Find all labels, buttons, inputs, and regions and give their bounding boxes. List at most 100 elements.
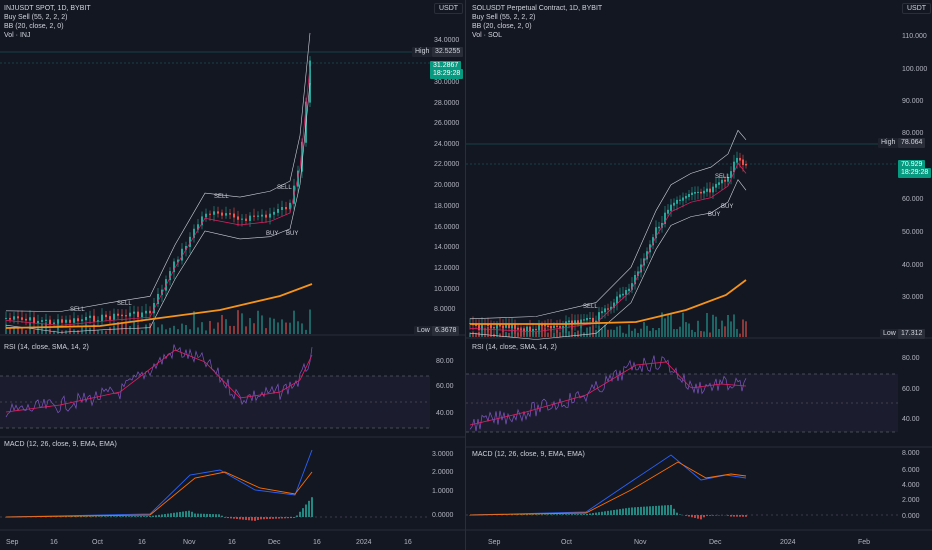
candle-body bbox=[289, 202, 291, 210]
volume-bar bbox=[700, 330, 702, 337]
high-value: 78.064 bbox=[898, 138, 926, 148]
bb-lower-line bbox=[469, 179, 747, 340]
candle-body bbox=[661, 222, 663, 228]
candle-body bbox=[556, 325, 558, 328]
inj-chart-pane[interactable]: INJUSDT SPOT, 1D, BYBIT Buy Sell (55, 2,… bbox=[0, 0, 466, 550]
candle-body bbox=[37, 320, 39, 324]
macd-histogram-bar bbox=[559, 514, 561, 515]
macd-histogram-bar bbox=[670, 504, 672, 515]
currency-unit[interactable]: USDT bbox=[434, 3, 464, 14]
rsi-ma-line bbox=[469, 361, 747, 426]
candle-body bbox=[13, 316, 15, 320]
sol-chart-canvas[interactable] bbox=[466, 0, 932, 550]
time-tick: Dec bbox=[709, 539, 722, 546]
candle-body bbox=[93, 315, 95, 322]
candle-body bbox=[616, 296, 618, 304]
rsi-title[interactable]: RSI (14, close, SMA, 14, 2) bbox=[472, 344, 557, 351]
volume-bar bbox=[619, 325, 621, 337]
volume-bar bbox=[625, 333, 627, 337]
macd-histogram-bar bbox=[302, 508, 304, 517]
macd-histogram-bar bbox=[610, 510, 612, 515]
currency-unit[interactable]: USDT bbox=[902, 3, 932, 14]
rsi-tick: 60.00 bbox=[902, 386, 920, 393]
sol-chart-pane[interactable]: SOLUSDT Perpetual Contract, 1D, BYBIT Bu… bbox=[466, 0, 932, 550]
symbol-title[interactable]: INJUSDT SPOT, 1D, BYBIT bbox=[4, 5, 91, 12]
price-tick: 90.000 bbox=[902, 98, 924, 105]
macd-histogram-bar bbox=[736, 515, 738, 517]
candle-body bbox=[121, 314, 123, 317]
macd-histogram-bar bbox=[269, 517, 271, 519]
volume-bar bbox=[37, 328, 39, 334]
indicator-buysell[interactable]: Buy Sell (55, 2, 2, 2) bbox=[472, 14, 536, 21]
candle-body bbox=[745, 163, 747, 166]
price-tick: 50.000 bbox=[902, 229, 924, 236]
macd-histogram-bar bbox=[137, 516, 139, 517]
volume-bar bbox=[736, 328, 738, 337]
macd-histogram-bar bbox=[224, 517, 226, 518]
volume-bar bbox=[550, 325, 552, 337]
candle-body bbox=[730, 171, 732, 178]
volume-bar bbox=[213, 328, 215, 334]
macd-histogram-bar bbox=[143, 516, 145, 517]
inj-chart-canvas[interactable] bbox=[0, 0, 466, 550]
price-tick: 18.0000 bbox=[434, 203, 460, 210]
indicator-volume[interactable]: Vol · SOL bbox=[472, 32, 502, 39]
volume-bar bbox=[610, 329, 612, 337]
candle-body bbox=[604, 308, 606, 313]
macd-histogram-bar bbox=[155, 515, 157, 517]
volume-bar bbox=[580, 325, 582, 337]
time-tick: 16 bbox=[313, 539, 321, 546]
macd-histogram-bar bbox=[107, 516, 109, 517]
volume-bar bbox=[712, 314, 714, 337]
volume-bar bbox=[105, 330, 107, 334]
volume-bar bbox=[41, 323, 43, 334]
volume-bar bbox=[706, 313, 708, 337]
candle-body bbox=[652, 237, 654, 246]
macd-histogram-bar bbox=[646, 506, 648, 515]
bb-upper-line bbox=[5, 32, 311, 312]
volume-bar bbox=[679, 326, 681, 337]
macd-histogram-bar bbox=[598, 512, 600, 515]
volume-bar bbox=[209, 320, 211, 334]
symbol-title[interactable]: SOLUSDT Perpetual Contract, 1D, BYBIT bbox=[472, 5, 603, 12]
indicator-buysell[interactable]: Buy Sell (55, 2, 2, 2) bbox=[4, 14, 68, 21]
macd-histogram-bar bbox=[706, 515, 708, 516]
candle-body bbox=[574, 320, 576, 325]
volume-bar bbox=[676, 329, 678, 337]
candle-body bbox=[538, 324, 540, 331]
macd-histogram-bar bbox=[571, 514, 573, 515]
candle-body bbox=[205, 213, 207, 218]
volume-bar bbox=[113, 325, 115, 334]
indicator-bb[interactable]: BB (20, close, 2, 0) bbox=[472, 23, 532, 30]
macd-histogram-bar bbox=[712, 515, 714, 516]
candle-body bbox=[526, 326, 528, 332]
candle-body bbox=[285, 207, 287, 210]
indicator-bb[interactable]: BB (20, close, 2, 0) bbox=[4, 23, 64, 30]
macd-histogram-bar bbox=[86, 516, 88, 517]
volume-bar bbox=[77, 330, 79, 334]
macd-title[interactable]: MACD (12, 26, close, 9, EMA, EMA) bbox=[472, 451, 585, 458]
macd-histogram-bar bbox=[104, 516, 106, 517]
rsi-title[interactable]: RSI (14, close, SMA, 14, 2) bbox=[4, 344, 89, 351]
macd-tick: 3.0000 bbox=[432, 451, 454, 458]
candle-body bbox=[53, 322, 55, 324]
indicator-volume[interactable]: Vol · INJ bbox=[4, 32, 31, 39]
signal-line bbox=[469, 461, 747, 516]
candle-body bbox=[261, 214, 263, 217]
macd-histogram-bar bbox=[296, 515, 298, 517]
volume-bar bbox=[481, 325, 483, 337]
candle-body bbox=[532, 328, 534, 332]
macd-histogram-bar bbox=[655, 505, 657, 515]
macd-title[interactable]: MACD (12, 26, close, 9, EMA, EMA) bbox=[4, 441, 117, 448]
volume-bar bbox=[499, 333, 501, 337]
macd-histogram-bar bbox=[661, 505, 663, 515]
candle-body bbox=[173, 261, 175, 273]
macd-line bbox=[5, 449, 313, 518]
macd-histogram-bar bbox=[170, 513, 172, 517]
macd-histogram-bar bbox=[583, 514, 585, 515]
candle-body bbox=[475, 324, 477, 326]
volume-bar bbox=[709, 332, 711, 337]
macd-histogram-bar bbox=[709, 515, 711, 516]
volume-bar bbox=[574, 332, 576, 337]
candle-body bbox=[101, 314, 103, 322]
